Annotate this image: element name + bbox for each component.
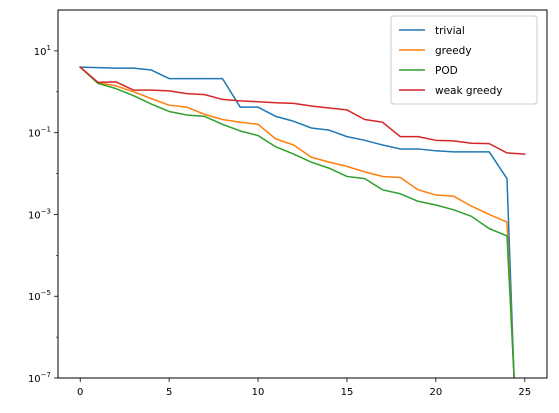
- plot-frame: [57, 9, 548, 379]
- x-axis: 0 5 10 15 20 25: [77, 378, 531, 398]
- x-tick-label: 10: [252, 387, 265, 398]
- x-tick-label: 15: [341, 387, 354, 398]
- y-tick-label: 10−5: [28, 289, 51, 303]
- series-line-trivial: [79, 66, 515, 378]
- legend-label: greedy: [435, 45, 472, 57]
- y-tick-label: 101: [34, 44, 51, 58]
- x-tick-label: 0: [77, 387, 83, 398]
- y-axis: 10−7 10−5 10−3 10−1 101: [28, 44, 58, 385]
- series-line-weak-greedy: [79, 66, 526, 155]
- x-tick-label: 20: [429, 387, 442, 398]
- legend-box: [390, 15, 538, 105]
- y-tick-label: 10−7: [28, 371, 51, 385]
- series-layer: [79, 66, 526, 378]
- legend-label: weak greedy: [435, 85, 502, 97]
- y-tick-label: 10−1: [28, 126, 51, 140]
- y-tick-label: 10−3: [28, 207, 51, 221]
- legend-label: POD: [435, 65, 458, 77]
- series-line-greedy: [79, 66, 515, 378]
- legend-label: trivial: [435, 25, 465, 37]
- series-line-POD: [79, 66, 515, 378]
- x-tick-label: 25: [518, 387, 531, 398]
- x-tick-label: 5: [166, 387, 172, 398]
- legend: trivial greedy POD weak greedy: [390, 15, 538, 105]
